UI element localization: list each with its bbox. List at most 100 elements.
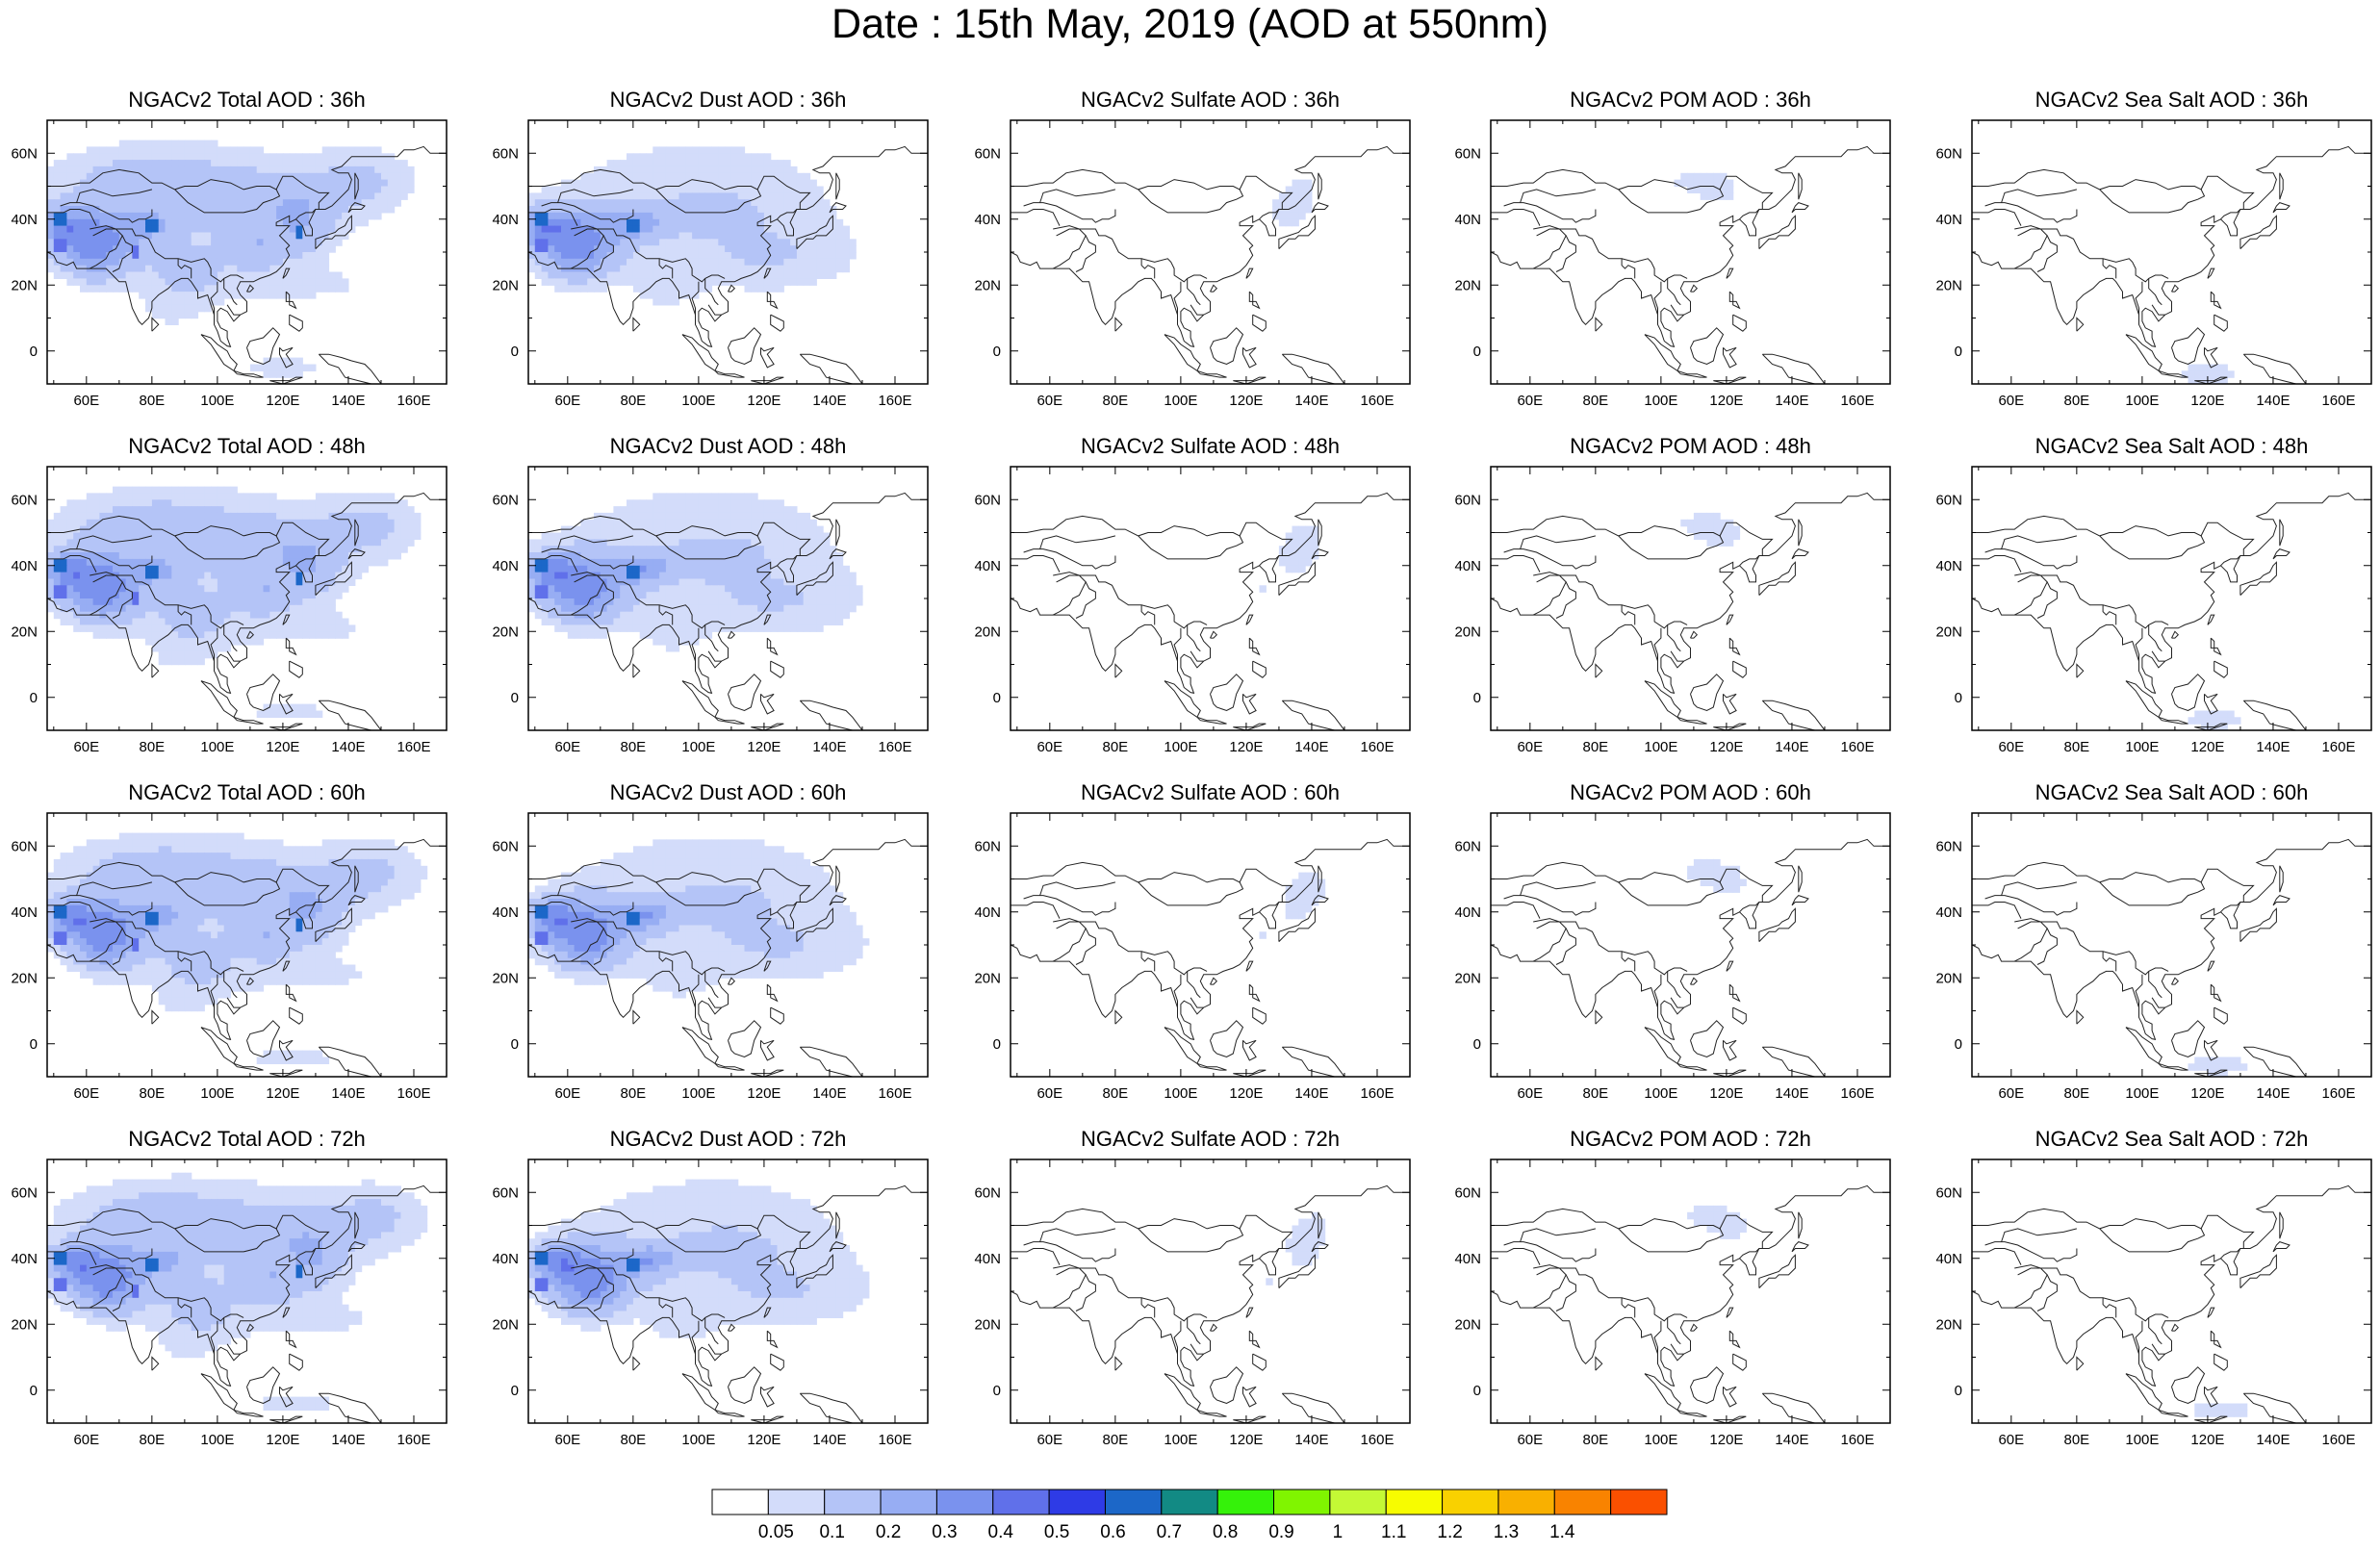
aod-cell xyxy=(725,187,731,194)
aod-cell xyxy=(264,493,270,500)
aod-cell xyxy=(54,585,61,593)
aod-cell xyxy=(653,272,659,280)
aod-cell xyxy=(106,239,113,246)
aod-cell xyxy=(145,285,152,293)
aod-cell xyxy=(218,187,224,194)
aod-cell xyxy=(231,192,238,200)
aod-cell xyxy=(159,298,166,306)
aod-cell xyxy=(250,233,257,241)
aod-cell xyxy=(640,239,647,246)
aod-cell xyxy=(783,598,790,606)
aod-cell xyxy=(224,546,231,553)
aod-cell xyxy=(685,285,692,293)
aod-cell xyxy=(395,199,401,207)
aod-cell xyxy=(159,245,166,253)
aod-cell xyxy=(139,266,145,273)
aod-cell xyxy=(388,526,395,534)
aod-cell xyxy=(368,180,374,188)
aod-cell xyxy=(659,573,666,580)
aod-cell xyxy=(204,305,211,313)
aod-cell xyxy=(407,513,414,521)
aod-cell xyxy=(738,160,745,167)
aod-cell xyxy=(653,573,659,580)
aod-cell xyxy=(368,546,374,553)
aod-cell xyxy=(659,493,666,500)
aod-cell xyxy=(580,592,587,599)
aod-cell xyxy=(640,173,647,181)
aod-cell xyxy=(66,187,73,194)
aod-cell xyxy=(126,245,133,253)
aod-cell xyxy=(685,506,692,514)
x-tick-label: 80E xyxy=(140,393,166,409)
aod-cell xyxy=(561,285,568,293)
aod-cell xyxy=(335,612,342,620)
aod-cell xyxy=(666,552,673,560)
aod-cell xyxy=(54,566,61,573)
aod-cell xyxy=(692,533,699,541)
aod-cell xyxy=(66,213,73,220)
aod-cell xyxy=(224,166,231,174)
aod-cell xyxy=(355,146,362,154)
aod-cell xyxy=(778,539,784,547)
aod-cell xyxy=(231,160,238,167)
aod-cell xyxy=(548,612,554,620)
aod-cell xyxy=(211,585,218,593)
aod-cell xyxy=(93,166,100,174)
aod-cell xyxy=(296,160,303,167)
aod-cell xyxy=(166,259,172,267)
aod-cell xyxy=(374,506,381,514)
aod-cell xyxy=(218,199,224,207)
aod-cell xyxy=(368,520,374,527)
aod-cell xyxy=(804,219,810,227)
aod-cell xyxy=(87,566,93,573)
aod-cell xyxy=(145,160,152,167)
aod-cell xyxy=(73,252,80,260)
aod-cell xyxy=(185,305,192,313)
aod-cell xyxy=(731,559,738,567)
aod-cell xyxy=(316,559,322,567)
aod-cell xyxy=(322,173,329,181)
aod-cell xyxy=(250,619,257,626)
aod-cell xyxy=(561,592,568,599)
aod-cell xyxy=(535,546,542,553)
aod-cell xyxy=(139,513,145,521)
aod-cell xyxy=(778,266,784,273)
aod-cell xyxy=(250,546,257,553)
aod-cell xyxy=(264,180,270,188)
aod-cell xyxy=(685,173,692,181)
aod-cell xyxy=(666,173,673,181)
aod-cell xyxy=(666,266,673,273)
aod-cell xyxy=(843,573,850,580)
aod-cell xyxy=(816,585,823,593)
aod-cell xyxy=(594,605,601,613)
y-tick-label: 20N xyxy=(1935,277,1962,293)
aod-cell xyxy=(224,245,231,253)
aod-cell xyxy=(620,573,627,580)
aod-cell xyxy=(224,585,231,593)
aod-cell xyxy=(685,206,692,214)
aod-cell xyxy=(388,552,395,560)
aod-cell xyxy=(771,160,778,167)
aod-cell xyxy=(587,546,594,553)
aod-cell xyxy=(659,559,666,567)
aod-cell xyxy=(296,153,303,161)
y-tick-label: 60N xyxy=(1935,145,1962,162)
aod-cell xyxy=(166,312,172,319)
aod-cell xyxy=(290,592,296,599)
aod-cell xyxy=(653,585,659,593)
aod-cell xyxy=(119,487,126,494)
aod-cell xyxy=(47,585,54,593)
aod-cell xyxy=(362,566,369,573)
aod-cell xyxy=(257,226,264,234)
aod-cell xyxy=(211,285,218,293)
aod-cell xyxy=(816,206,823,214)
aod-cell xyxy=(731,513,738,521)
aod-cell xyxy=(106,146,113,154)
aod-cell xyxy=(276,252,283,260)
aod-cell xyxy=(718,533,725,541)
aod-cell xyxy=(731,226,738,234)
aod-cell xyxy=(718,199,725,207)
aod-cell xyxy=(535,233,542,241)
aod-cell xyxy=(1298,213,1305,220)
